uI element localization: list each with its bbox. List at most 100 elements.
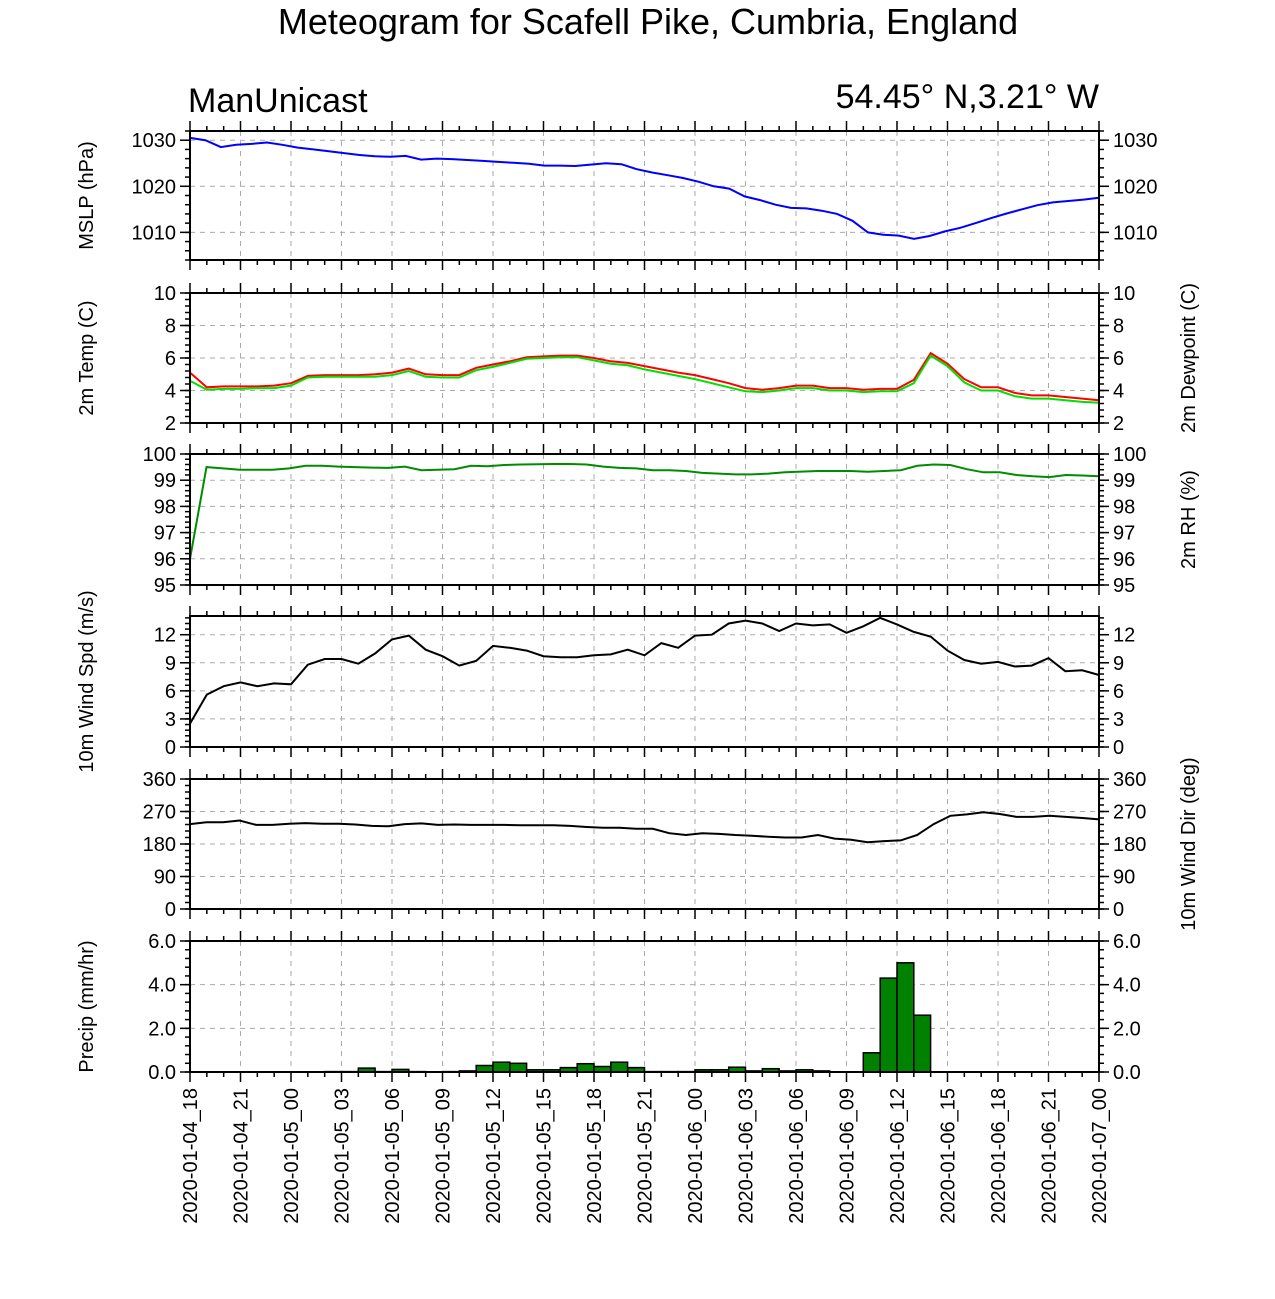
tick-label-y: 4.0 [148,975,176,997]
tick-label-y: 98 [1113,496,1135,518]
time-tick-label: 2020-01-05_15 [534,1088,556,1224]
tick-label-y: 2.0 [148,1018,176,1040]
tick-label-y: 97 [154,523,176,545]
time-tick-label: 2020-01-06_12 [887,1088,909,1224]
tick-label-y: 0 [1113,899,1124,921]
tick-label-y: 1020 [132,176,177,198]
tick-label-y: 1030 [132,130,177,152]
panel-rh: 95 95 96 96 97 97 98 98 99 99 100 100 2m RH (%) [143,444,1200,597]
tick-label-y: 6 [1113,348,1124,370]
series-line-temp-0 [189,351,1100,402]
time-tick-label: 2020-01-06_09 [837,1088,859,1224]
tick-label-y: 9 [165,653,176,675]
tick-label-y: 2.0 [1113,1018,1141,1040]
tick-label-y: 0.0 [148,1062,176,1084]
tick-label-y: 360 [1113,769,1146,791]
tick-label-y: 360 [143,769,176,791]
tick-label-y: 8 [1113,316,1124,338]
time-tick-label: 2020-01-06_00 [685,1088,707,1224]
time-tick-label: 2020-01-05_06 [382,1088,404,1224]
axis-label-right: 10m Wind Dir (deg) [1178,757,1200,930]
time-tick-label: 2020-01-05_12 [483,1088,505,1224]
tick-label-y: 2 [1113,413,1124,435]
time-tick-label: 2020-01-06_03 [736,1088,758,1224]
panel-wind_spd: 0 0 3 3 6 6 9 9 12 12 10m Wind Spd (m/s) [76,590,1135,772]
tick-label-y: 95 [154,575,176,597]
tick-label-y: 6 [1113,681,1124,703]
time-tick-label: 2020-01-06_15 [938,1088,960,1224]
tick-label-y: 3 [165,709,176,731]
precip-bar [862,1052,881,1073]
series-line-mslp-0 [189,136,1100,240]
precip-bar [913,1014,932,1073]
time-tick-label: 2020-01-05_03 [332,1088,354,1224]
panel-temp: 2 2 4 4 6 6 8 8 10 10 2m Temp (C) 2m Dewpoint (C) [76,283,1200,435]
time-tick-label: 2020-01-05_09 [433,1088,455,1224]
tick-label-y: 6.0 [1113,931,1141,953]
time-axis: 2020-01-04_18 2020-01-04_21 2020-01-05_00 2… [180,1088,1111,1224]
tick-label-y: 270 [143,802,176,824]
chart-title: Meteogram for Scafell Pike, Cumbria, Eng… [278,1,1018,42]
tick-label-y: 0 [165,899,176,921]
axis-label-left: Precip (mm/hr) [76,940,98,1072]
tick-label-y: 95 [1113,575,1135,597]
tick-label-y: 180 [143,834,176,856]
location-coordinates: 54.45° N,3.21° W [836,78,1099,116]
panel-wind_dir: 0 0 90 90 180 180 270 270 360 360 10m Wind Dir (de… [143,757,1200,930]
tick-label-y: 180 [1113,834,1146,856]
axis-label-right: 2m RH (%) [1178,470,1200,569]
tick-label-y: 99 [1113,470,1135,492]
axis-label-left: 2m Temp (C) [76,300,98,415]
tick-label-y: 0 [165,737,176,759]
tick-label-y: 12 [154,625,176,647]
tick-label-y: 6.0 [148,931,176,953]
precip-bar [879,977,898,1073]
precip-bar [896,962,915,1073]
tick-label-y: 10 [1113,283,1135,305]
series-line-rh-0 [189,463,1100,559]
time-tick-label: 2020-01-07_00 [1089,1088,1111,1224]
model-label: ManUnicast [188,82,368,120]
tick-label-y: 10 [154,283,176,305]
precip-bar [610,1061,629,1073]
tick-label-y: 1030 [1113,130,1158,152]
tick-label-y: 3 [1113,709,1124,731]
tick-label-y: 1020 [1113,176,1158,198]
tick-label-y: 6 [165,348,176,370]
tick-label-y: 1010 [1113,222,1158,244]
time-tick-label: 2020-01-05_00 [281,1088,303,1224]
tick-label-y: 90 [154,867,176,889]
panel-mslp: 1010 1010 1020 1020 1030 1030 MSLP (hPa) [76,121,1158,270]
panel-precip: 0.0 0.0 2.0 2.0 4.0 4.0 6.0 6.0 Precip (mm/hr) [76,931,1141,1084]
tick-label-y: 8 [165,316,176,338]
tick-label-y: 9 [1113,653,1124,675]
tick-label-y: 4 [1113,381,1124,403]
precip-bar [576,1062,595,1073]
tick-label-y: 98 [154,496,176,518]
tick-label-y: 270 [1113,802,1146,824]
tick-label-y: 0 [1113,737,1124,759]
tick-label-y: 90 [1113,867,1135,889]
tick-label-y: 2 [165,413,176,435]
tick-label-y: 100 [143,444,176,466]
series-line-wind_spd-0 [189,616,1100,725]
tick-label-y: 96 [154,549,176,571]
tick-label-y: 100 [1113,444,1146,466]
tick-label-y: 4 [165,381,176,403]
tick-label-y: 1010 [132,222,177,244]
time-tick-label: 2020-01-04_18 [180,1088,202,1224]
time-tick-label: 2020-01-05_21 [635,1088,657,1224]
tick-label-y: 6 [165,681,176,703]
tick-label-y: 4.0 [1113,975,1141,997]
time-tick-label: 2020-01-06_06 [786,1088,808,1224]
axis-label-right: 2m Dewpoint (C) [1178,283,1200,433]
time-tick-label: 2020-01-06_18 [988,1088,1010,1224]
tick-label-y: 12 [1113,625,1135,647]
precip-bar [509,1062,528,1073]
tick-label-y: 0.0 [1113,1062,1141,1084]
axis-label-left: MSLP (hPa) [76,141,98,250]
series-line-temp-1 [189,354,1100,404]
precip-bar [492,1061,511,1073]
